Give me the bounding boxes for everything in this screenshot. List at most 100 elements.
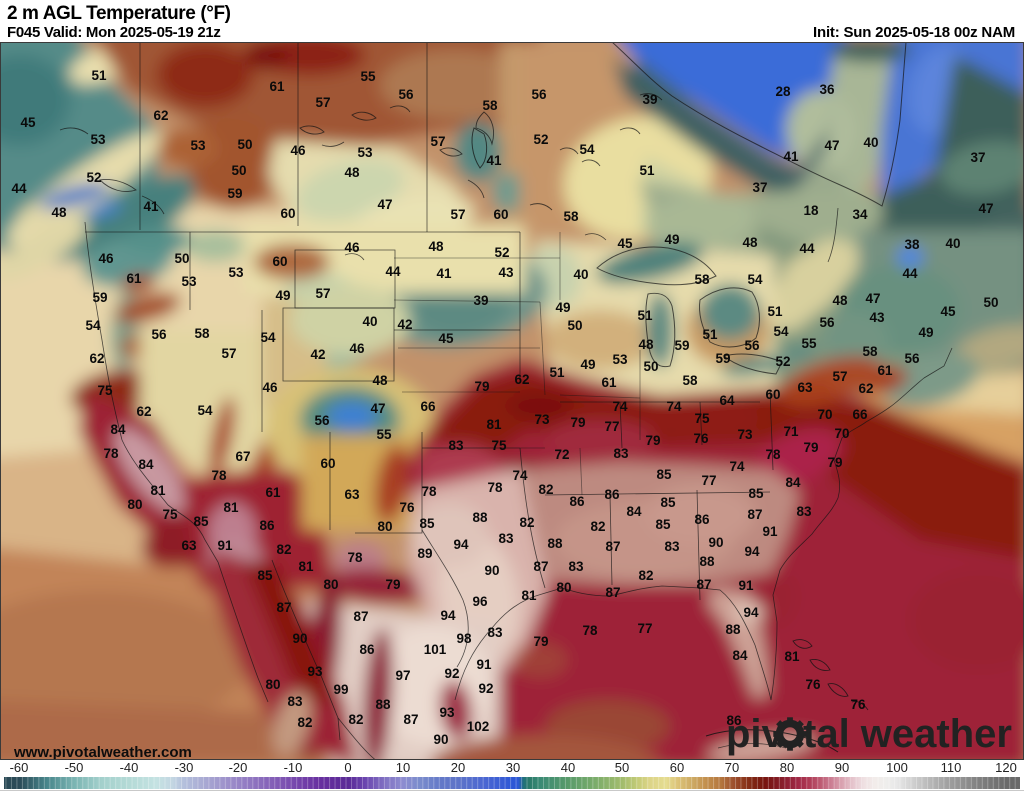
svg-text:55: 55 xyxy=(801,336,817,351)
svg-text:99: 99 xyxy=(333,682,348,697)
svg-text:93: 93 xyxy=(439,705,455,720)
svg-text:37: 37 xyxy=(752,180,767,195)
svg-text:83: 83 xyxy=(568,559,584,574)
svg-text:62: 62 xyxy=(153,108,168,123)
svg-text:94: 94 xyxy=(453,537,469,552)
svg-text:74: 74 xyxy=(729,459,745,474)
svg-text:98: 98 xyxy=(456,631,472,646)
svg-text:60: 60 xyxy=(765,387,780,402)
svg-text:40: 40 xyxy=(945,236,960,251)
svg-text:41: 41 xyxy=(486,153,502,168)
svg-text:46: 46 xyxy=(344,240,360,255)
svg-text:81: 81 xyxy=(298,559,314,574)
svg-text:10: 10 xyxy=(396,760,410,775)
svg-text:61: 61 xyxy=(269,79,285,94)
svg-text:88: 88 xyxy=(725,622,741,637)
svg-text:42: 42 xyxy=(397,317,412,332)
svg-text:57: 57 xyxy=(221,346,236,361)
svg-text:87: 87 xyxy=(533,559,548,574)
svg-text:76: 76 xyxy=(399,500,415,515)
svg-text:55: 55 xyxy=(360,69,376,84)
svg-text:45: 45 xyxy=(20,115,36,130)
svg-text:63: 63 xyxy=(344,487,360,502)
svg-text:49: 49 xyxy=(918,325,933,340)
svg-text:-40: -40 xyxy=(120,760,139,775)
svg-text:51: 51 xyxy=(639,163,655,178)
svg-text:50: 50 xyxy=(567,318,582,333)
svg-text:83: 83 xyxy=(487,625,503,640)
svg-text:97: 97 xyxy=(395,668,410,683)
svg-text:86: 86 xyxy=(569,494,585,509)
svg-text:90: 90 xyxy=(292,631,307,646)
svg-text:88: 88 xyxy=(699,554,715,569)
svg-text:83: 83 xyxy=(664,539,680,554)
svg-text:96: 96 xyxy=(472,594,488,609)
svg-text:110: 110 xyxy=(941,760,962,775)
svg-text:57: 57 xyxy=(832,369,847,384)
svg-text:46: 46 xyxy=(262,380,278,395)
svg-text:44: 44 xyxy=(385,264,401,279)
svg-text:-60: -60 xyxy=(10,760,29,775)
svg-text:60: 60 xyxy=(272,254,287,269)
svg-text:50: 50 xyxy=(231,163,246,178)
svg-text:82: 82 xyxy=(519,515,534,530)
svg-text:92: 92 xyxy=(478,681,493,696)
svg-text:80: 80 xyxy=(780,760,794,775)
svg-text:62: 62 xyxy=(514,372,529,387)
svg-text:86: 86 xyxy=(604,487,620,502)
svg-text:52: 52 xyxy=(775,354,790,369)
svg-text:50: 50 xyxy=(983,295,998,310)
svg-text:82: 82 xyxy=(276,542,291,557)
svg-text:61: 61 xyxy=(126,271,142,286)
svg-text:54: 54 xyxy=(773,324,789,339)
svg-text:57: 57 xyxy=(450,207,465,222)
svg-text:58: 58 xyxy=(194,326,210,341)
svg-text:40: 40 xyxy=(561,760,575,775)
svg-text:45: 45 xyxy=(617,236,633,251)
svg-text:44: 44 xyxy=(902,266,918,281)
svg-text:74: 74 xyxy=(666,399,682,414)
svg-text:88: 88 xyxy=(375,697,391,712)
svg-text:83: 83 xyxy=(448,438,464,453)
svg-text:70: 70 xyxy=(834,426,849,441)
svg-text:62: 62 xyxy=(89,351,104,366)
svg-text:45: 45 xyxy=(438,331,454,346)
svg-text:18: 18 xyxy=(803,203,819,218)
svg-text:78: 78 xyxy=(487,480,503,495)
svg-text:-50: -50 xyxy=(65,760,84,775)
svg-text:81: 81 xyxy=(150,483,166,498)
svg-text:63: 63 xyxy=(797,380,813,395)
svg-text:57: 57 xyxy=(430,134,445,149)
svg-text:82: 82 xyxy=(590,519,605,534)
svg-text:48: 48 xyxy=(742,235,758,250)
svg-text:39: 39 xyxy=(473,293,488,308)
svg-text:56: 56 xyxy=(819,315,835,330)
svg-text:82: 82 xyxy=(348,712,363,727)
svg-text:76: 76 xyxy=(850,697,866,712)
svg-text:75: 75 xyxy=(162,507,178,522)
svg-text:47: 47 xyxy=(370,401,385,416)
svg-text:72: 72 xyxy=(554,447,569,462)
svg-text:79: 79 xyxy=(474,379,489,394)
svg-text:73: 73 xyxy=(534,412,550,427)
svg-text:50: 50 xyxy=(174,251,189,266)
svg-text:81: 81 xyxy=(521,588,537,603)
svg-text:80: 80 xyxy=(265,677,280,692)
svg-text:77: 77 xyxy=(701,473,716,488)
svg-text:48: 48 xyxy=(372,373,388,388)
svg-text:58: 58 xyxy=(694,272,710,287)
svg-text:43: 43 xyxy=(498,265,514,280)
svg-text:0: 0 xyxy=(344,760,351,775)
svg-text:30: 30 xyxy=(506,760,520,775)
svg-text:46: 46 xyxy=(290,143,306,158)
svg-text:61: 61 xyxy=(601,375,617,390)
svg-text:94: 94 xyxy=(440,608,456,623)
svg-text:94: 94 xyxy=(743,605,759,620)
svg-text:51: 51 xyxy=(91,68,107,83)
svg-text:64: 64 xyxy=(719,393,735,408)
svg-text:56: 56 xyxy=(151,327,167,342)
svg-text:73: 73 xyxy=(737,427,753,442)
svg-text:50: 50 xyxy=(643,359,658,374)
svg-text:34: 34 xyxy=(852,207,868,222)
svg-text:41: 41 xyxy=(436,266,452,281)
